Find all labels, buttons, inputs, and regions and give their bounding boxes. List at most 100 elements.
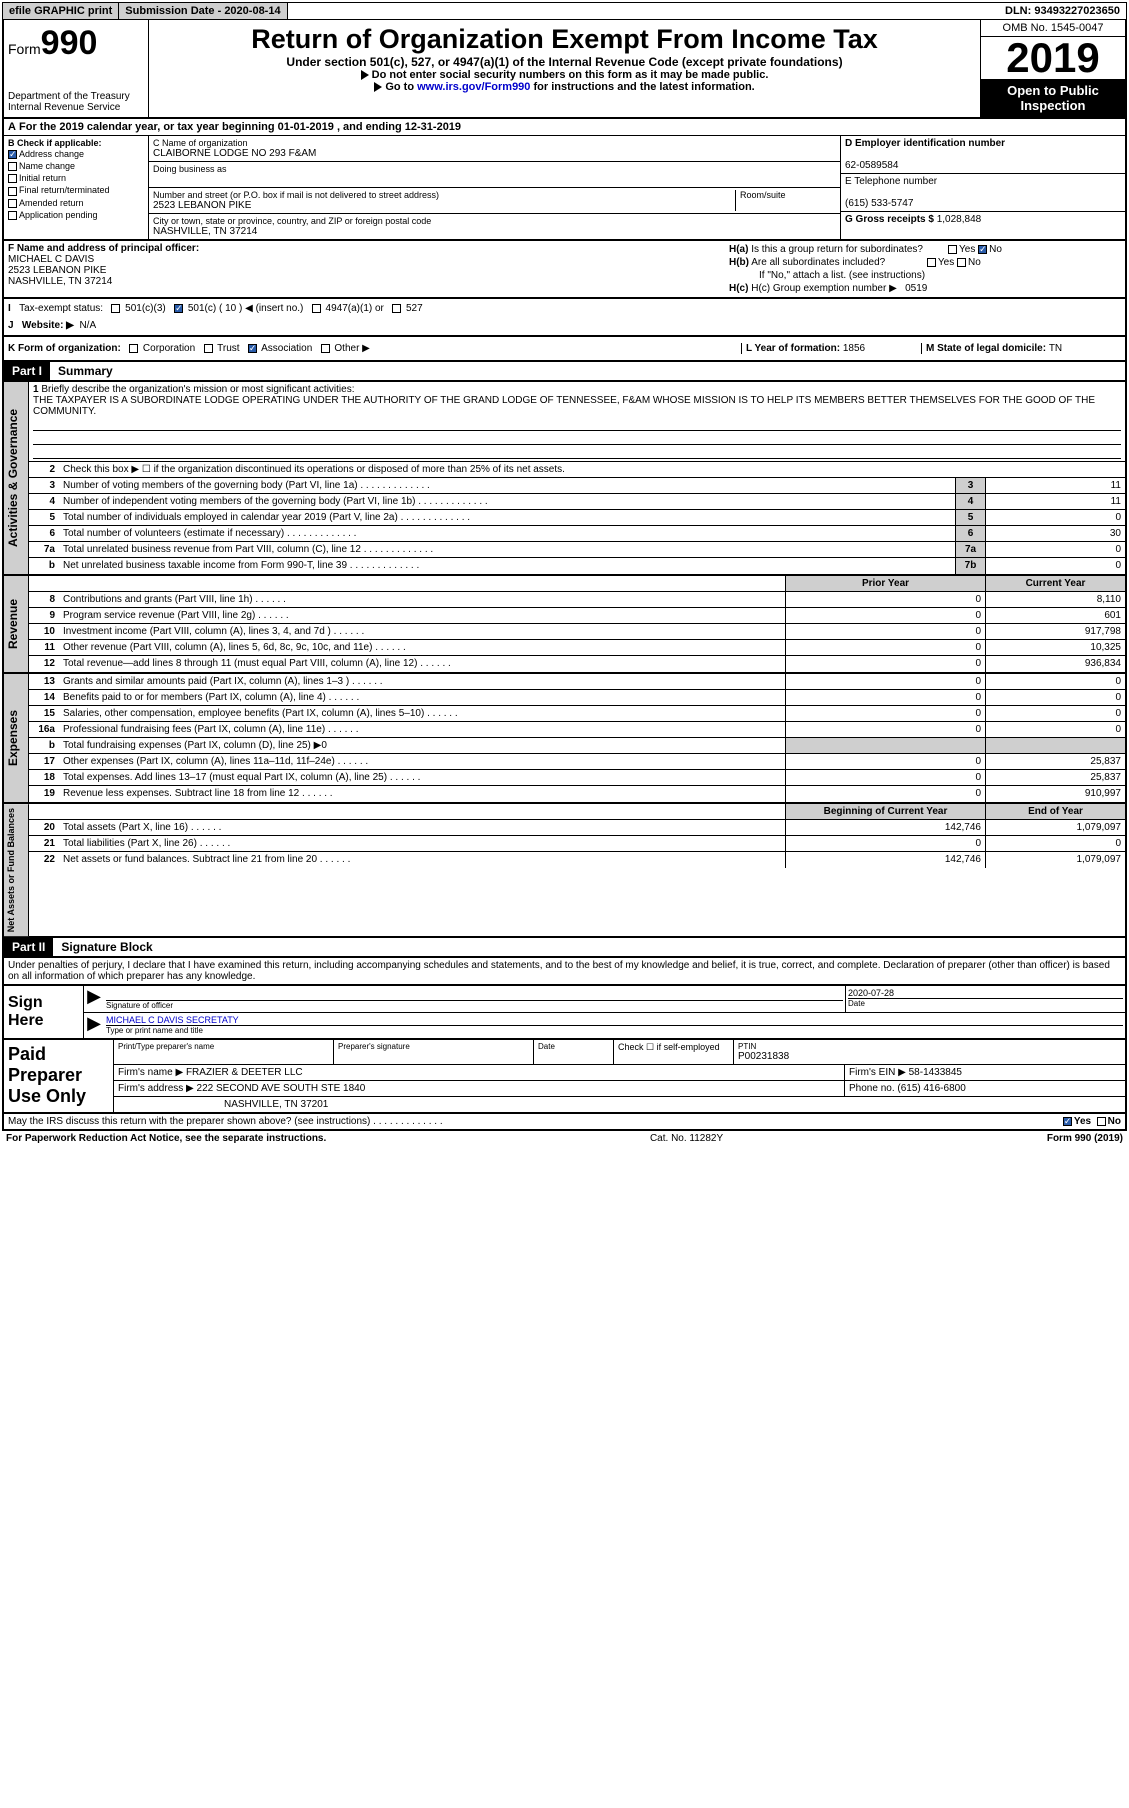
line-4: 4 Number of independent voting members o…	[29, 494, 1125, 510]
header-right: OMB No. 1545-0047 2019 Open to Public In…	[980, 20, 1125, 117]
line-5: 5 Total number of individuals employed i…	[29, 510, 1125, 526]
part1-title: Summary	[50, 364, 113, 378]
k-row: K Form of organization: Corporation Trus…	[2, 337, 1127, 362]
form-title: Return of Organization Exempt From Incom…	[153, 24, 976, 55]
chk-trust[interactable]	[204, 344, 213, 353]
irs-link[interactable]: www.irs.gov/Form990	[417, 81, 530, 93]
form-header: Form990 Department of the Treasury Inter…	[2, 20, 1127, 119]
top-bar: efile GRAPHIC print Submission Date - 20…	[2, 2, 1127, 20]
hc-row: H(c) H(c) Group exemption number ▶ 0519	[729, 282, 1121, 295]
line-19: 19 Revenue less expenses. Subtract line …	[29, 786, 1125, 802]
hb-note: If "No," attach a list. (see instruction…	[729, 269, 1121, 282]
chk-discuss-no[interactable]	[1097, 1117, 1106, 1126]
prior-current-header: Prior Year Current Year	[29, 576, 1125, 592]
line-22: 22 Net assets or fund balances. Subtract…	[29, 852, 1125, 868]
row-a-tax-year: A For the 2019 calendar year, or tax yea…	[2, 119, 1127, 136]
line-14: 14 Benefits paid to or for members (Part…	[29, 690, 1125, 706]
f-officer: F Name and address of principal officer:…	[4, 241, 725, 297]
line-9: 9 Program service revenue (Part VIII, li…	[29, 608, 1125, 624]
chk-501c[interactable]: ✓	[174, 304, 183, 313]
chk-discuss-yes[interactable]: ✓	[1063, 1117, 1072, 1126]
chk-4947[interactable]	[312, 304, 321, 313]
line-16a: 16a Professional fundraising fees (Part …	[29, 722, 1125, 738]
line-15: 15 Salaries, other compensation, employe…	[29, 706, 1125, 722]
chk-initial-return[interactable]	[8, 174, 17, 183]
part2-header: Part II Signature Block	[2, 938, 1127, 958]
chk-app-pending[interactable]	[8, 211, 17, 220]
city-row: City or town, state or province, country…	[149, 214, 840, 239]
address-row: Number and street (or P.O. box if mail i…	[149, 188, 840, 214]
chk-corp[interactable]	[129, 344, 138, 353]
part1-label: Part I	[4, 362, 50, 380]
chk-hb-yes[interactable]	[927, 258, 936, 267]
section-b-through-g: B Check if applicable: ✓Address change N…	[2, 136, 1127, 241]
q2-row: 2 Check this box ▶ ☐ if the organization…	[29, 462, 1125, 478]
discuss-row: May the IRS discuss this return with the…	[2, 1114, 1127, 1131]
line-20: 20 Total assets (Part X, line 16) 142,74…	[29, 820, 1125, 836]
i-tax-exempt: I Tax-exempt status: 501(c)(3) ✓ 501(c) …	[4, 299, 725, 335]
line-10: 10 Investment income (Part VIII, column …	[29, 624, 1125, 640]
section-i-j: I Tax-exempt status: 501(c)(3) ✓ 501(c) …	[2, 299, 1127, 337]
q1-mission: 1 Briefly describe the organization's mi…	[29, 382, 1125, 462]
chk-assoc[interactable]: ✓	[248, 344, 257, 353]
arrow-icon: ▶	[84, 986, 104, 1012]
chk-address-change[interactable]: ✓	[8, 150, 17, 159]
side-revenue: Revenue	[4, 576, 29, 672]
dln: DLN: 93493227023650	[999, 3, 1126, 19]
revenue-block: Revenue Prior Year Current Year 8 Contri…	[2, 576, 1127, 674]
net-assets-block: Net Assets or Fund Balances Beginning of…	[2, 804, 1127, 938]
part2-title: Signature Block	[53, 940, 152, 954]
line-3: 3 Number of voting members of the govern…	[29, 478, 1125, 494]
activities-governance-block: Activities & Governance 1 Briefly descri…	[2, 382, 1127, 576]
l-year-formation: L Year of formation: 1856	[741, 343, 921, 354]
note-ssn: Do not enter social security numbers on …	[153, 69, 976, 81]
tax-year: 2019	[981, 37, 1125, 79]
line-8: 8 Contributions and grants (Part VIII, l…	[29, 592, 1125, 608]
efile-print-btn[interactable]: efile GRAPHIC print	[3, 3, 119, 19]
beg-end-header: Beginning of Current Year End of Year	[29, 804, 1125, 820]
ij-right	[725, 299, 1125, 335]
chk-name-change[interactable]	[8, 162, 17, 171]
chk-ha-yes[interactable]	[948, 245, 957, 254]
section-f-h: F Name and address of principal officer:…	[2, 241, 1127, 299]
line-17: 17 Other expenses (Part IX, column (A), …	[29, 754, 1125, 770]
chk-hb-no[interactable]	[957, 258, 966, 267]
ha-row: H(a) Is this a group return for subordin…	[729, 243, 1121, 256]
expenses-block: Expenses 13 Grants and similar amounts p…	[2, 674, 1127, 804]
spacer	[288, 3, 999, 19]
line-11: 11 Other revenue (Part VIII, column (A),…	[29, 640, 1125, 656]
firm-name-row: Firm's name ▶ FRAZIER & DEETER LLC Firm'…	[114, 1065, 1125, 1081]
col-b-checkboxes: B Check if applicable: ✓Address change N…	[4, 136, 149, 239]
paperwork-notice: For Paperwork Reduction Act Notice, see …	[6, 1133, 326, 1144]
k-form-org: K Form of organization: Corporation Trus…	[8, 343, 741, 354]
arrow-icon: ▶	[84, 1013, 104, 1037]
officer-name-link[interactable]: MICHAEL C DAVIS SECRETATY	[106, 1015, 239, 1025]
hb-row: H(b) Are all subordinates included? Yes …	[729, 256, 1121, 269]
side-expenses: Expenses	[4, 674, 29, 802]
chk-amended[interactable]	[8, 199, 17, 208]
org-name-row: C Name of organization CLAIBORNE LODGE N…	[149, 136, 840, 162]
line-6: 6 Total number of volunteers (estimate i…	[29, 526, 1125, 542]
footer: For Paperwork Reduction Act Notice, see …	[2, 1131, 1127, 1146]
chk-other[interactable]	[321, 344, 330, 353]
cat-no: Cat. No. 11282Y	[650, 1133, 723, 1144]
dept-label: Department of the Treasury Internal Reve…	[8, 91, 144, 113]
side-activities: Activities & Governance	[4, 382, 29, 574]
header-left: Form990 Department of the Treasury Inter…	[4, 20, 149, 117]
chk-ha-no[interactable]: ✓	[978, 245, 987, 254]
line-b: b Net unrelated business taxable income …	[29, 558, 1125, 574]
line-7a: 7a Total unrelated business revenue from…	[29, 542, 1125, 558]
m-state: M State of legal domicile: TN	[921, 343, 1121, 354]
h-group-return: H(a) Is this a group return for subordin…	[725, 241, 1125, 297]
line-18: 18 Total expenses. Add lines 13–17 (must…	[29, 770, 1125, 786]
chk-527[interactable]	[392, 304, 401, 313]
form-subtitle: Under section 501(c), 527, or 4947(a)(1)…	[153, 55, 976, 69]
chk-final-return[interactable]	[8, 187, 17, 196]
line-21: 21 Total liabilities (Part X, line 26) 0…	[29, 836, 1125, 852]
chk-501c3[interactable]	[111, 304, 120, 313]
sig-officer-row: ▶ Signature of officer 2020-07-28Date	[84, 986, 1125, 1013]
side-net-assets: Net Assets or Fund Balances	[4, 804, 29, 936]
paid-preparer-label: Paid Preparer Use Only	[4, 1040, 114, 1112]
sign-here-block: Sign Here ▶ Signature of officer 2020-07…	[2, 986, 1127, 1040]
sign-here-label: Sign Here	[4, 986, 84, 1038]
